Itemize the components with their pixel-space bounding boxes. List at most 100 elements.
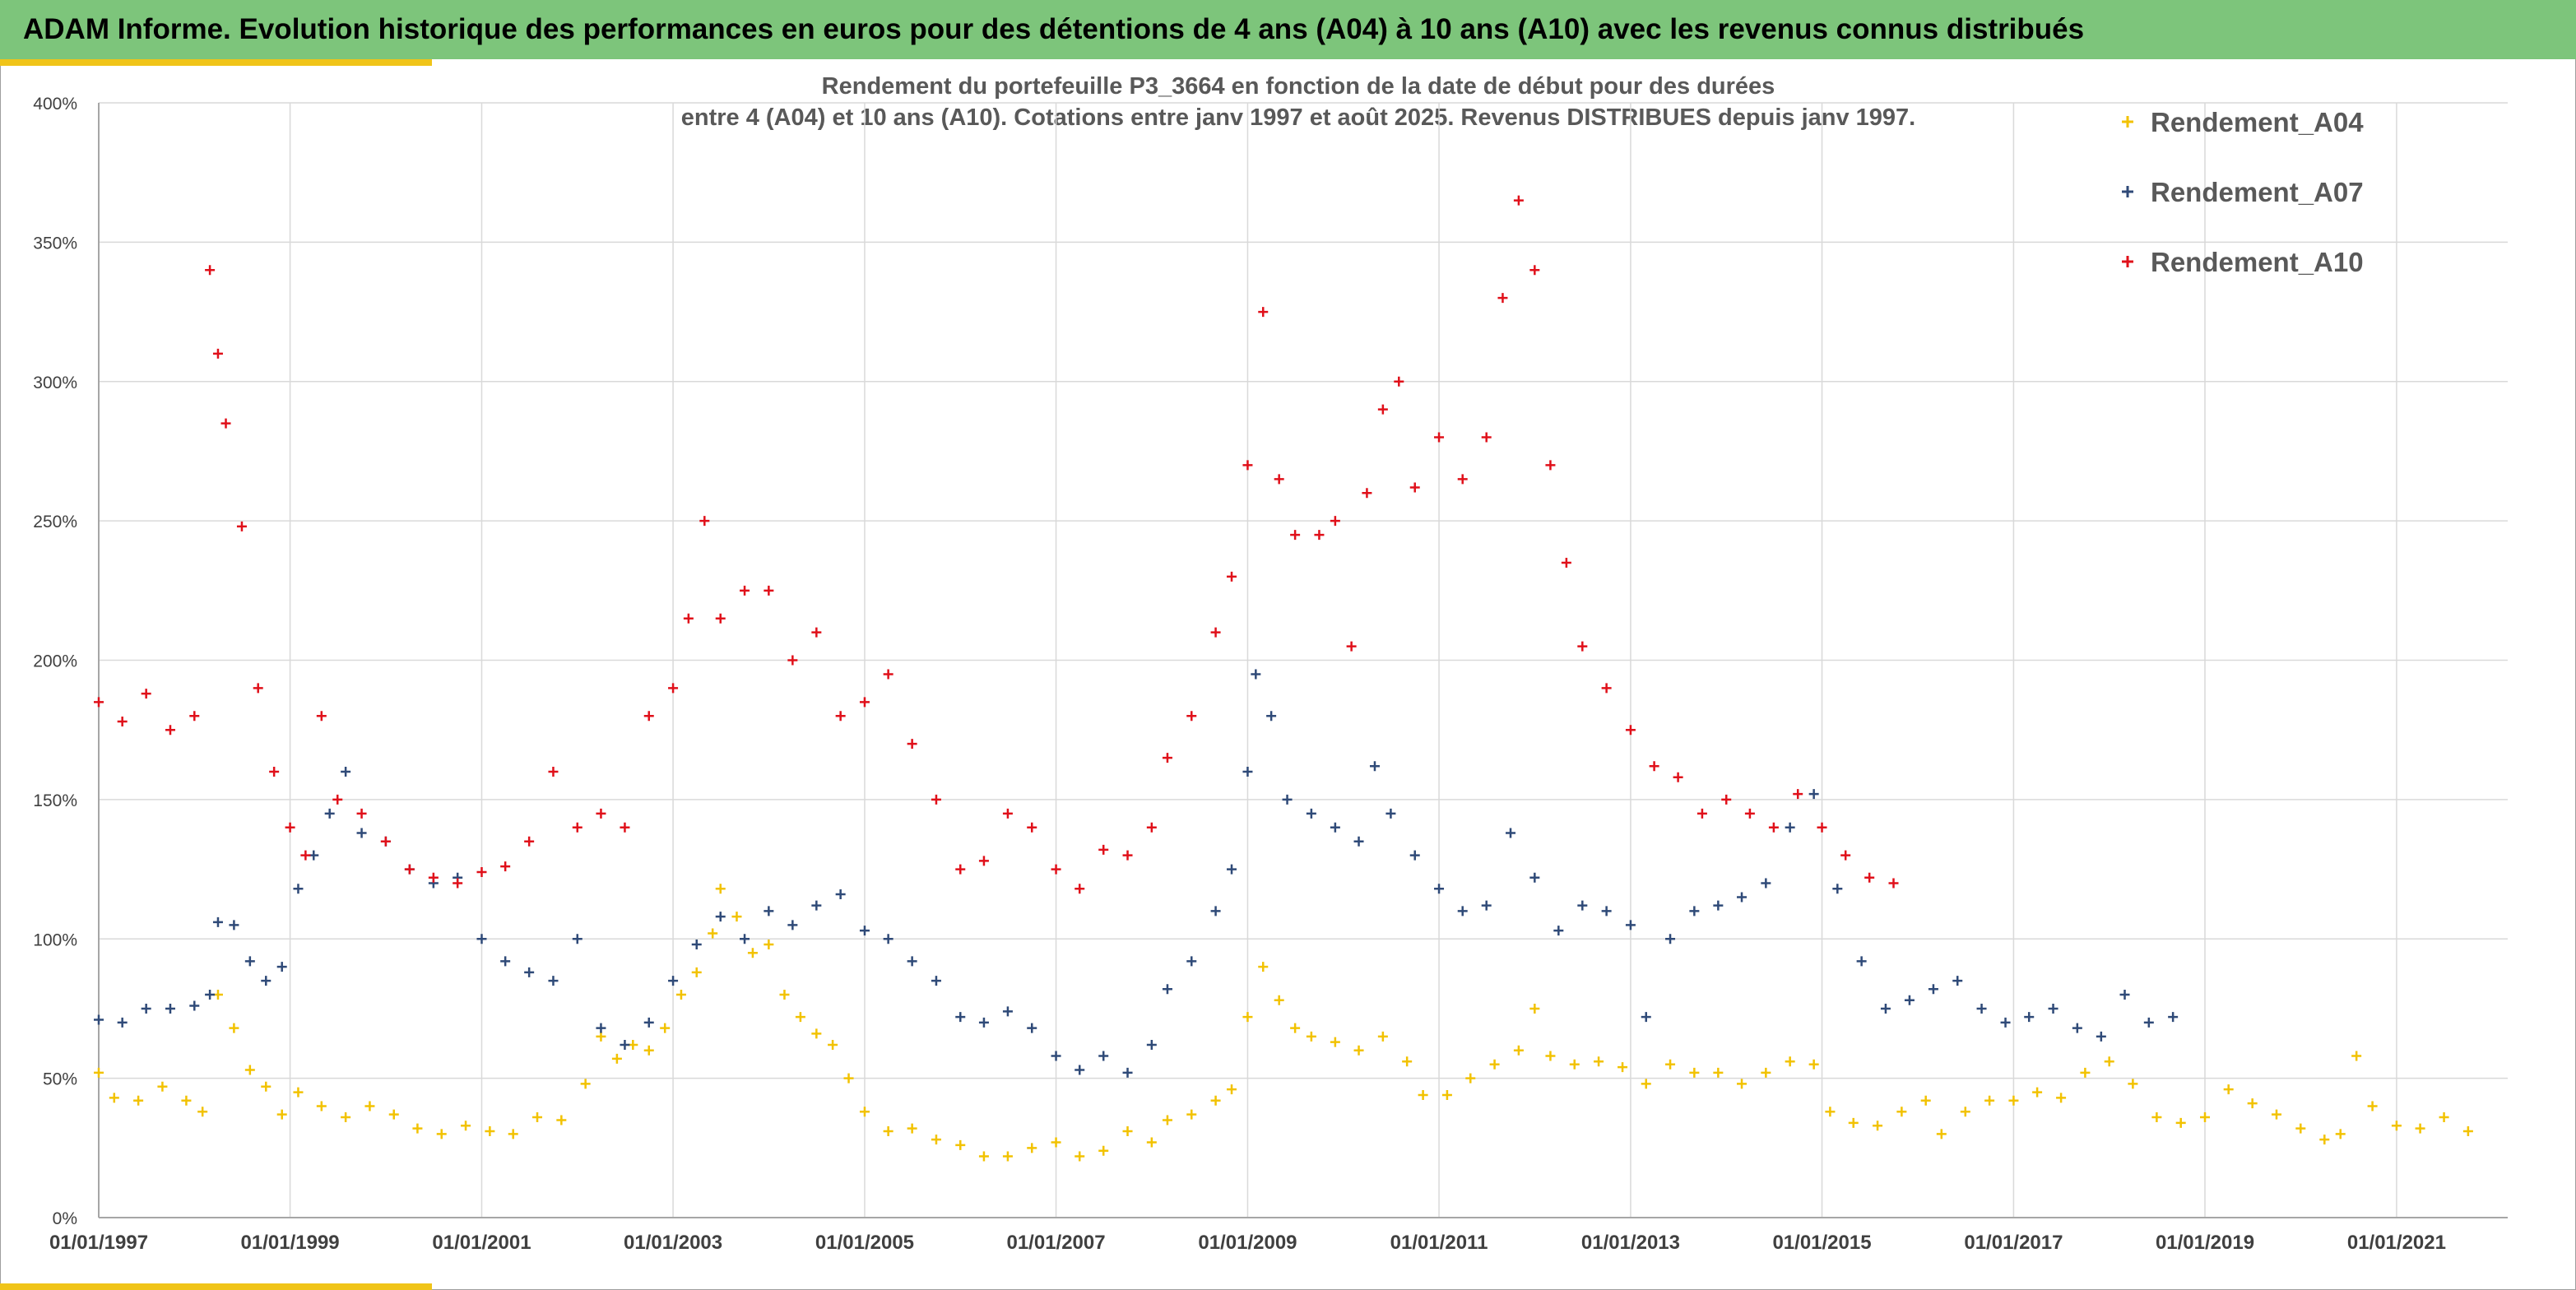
- legend-item: Rendement_A07: [2122, 177, 2364, 207]
- data-point: [197, 1107, 208, 1117]
- data-point: [1330, 822, 1340, 833]
- data-point: [2223, 1084, 2234, 1095]
- data-point: [1027, 1143, 1037, 1153]
- x-tick-label: 01/01/2011: [1390, 1232, 1488, 1254]
- data-point: [500, 956, 511, 967]
- chart-subtitle: entre 4 (A04) et 10 ans (A10). Cotations…: [681, 104, 1915, 131]
- x-tick-labels: 01/01/1997 01/01/1999 01/01/2001 01/01/2003…: [49, 1232, 2446, 1254]
- data-point: [133, 1095, 144, 1106]
- data-point: [1808, 1059, 1819, 1070]
- data-point: [1785, 822, 1795, 833]
- data-point: [476, 866, 487, 877]
- data-point: [1737, 892, 1748, 903]
- data-point: [1002, 1006, 1013, 1017]
- data-point: [1074, 1151, 1085, 1162]
- data-point: [1761, 1067, 1771, 1078]
- data-point: [2439, 1112, 2449, 1123]
- y-tick-label: 250%: [33, 513, 77, 531]
- data-point: [795, 1012, 805, 1023]
- data-point: [109, 1093, 119, 1103]
- data-point: [157, 1081, 168, 1092]
- data-point: [1793, 789, 1803, 800]
- data-point: [1377, 1031, 1388, 1042]
- data-point: [907, 956, 917, 967]
- data-point: [1210, 906, 1221, 916]
- data-point: [2247, 1098, 2258, 1109]
- data-point: [1880, 1003, 1891, 1014]
- data-point: [620, 822, 630, 833]
- data-point: [691, 967, 702, 977]
- data-point: [1737, 1079, 1748, 1089]
- series-layer: [94, 195, 2473, 1162]
- data-point: [1266, 711, 1277, 722]
- data-point: [548, 767, 559, 777]
- data-point: [341, 1112, 351, 1123]
- x-tick-label: 01/01/2017: [1964, 1232, 2063, 1254]
- data-point: [1346, 641, 1357, 652]
- data-point: [205, 265, 216, 276]
- data-point: [1625, 920, 1636, 930]
- accent-stripe-top: [0, 59, 432, 66]
- data-point: [1418, 1089, 1428, 1100]
- data-point: [165, 1003, 175, 1014]
- data-point: [596, 808, 606, 819]
- data-point: [1936, 1129, 1947, 1139]
- data-point: [1394, 376, 1404, 387]
- data-point: [1162, 1115, 1172, 1125]
- data-point: [955, 1139, 966, 1150]
- data-point: [2128, 1079, 2138, 1089]
- data-point: [244, 956, 255, 967]
- y-tick-label: 200%: [33, 652, 77, 671]
- data-point: [1002, 1151, 1013, 1162]
- data-point: [269, 767, 280, 777]
- data-point: [708, 928, 718, 939]
- data-point: [1314, 530, 1325, 541]
- data-point: [572, 822, 583, 833]
- data-point: [1330, 1037, 1340, 1047]
- data-point: [1513, 1045, 1524, 1056]
- data-point: [253, 683, 263, 694]
- data-point: [324, 808, 335, 819]
- data-point: [1825, 1107, 1836, 1117]
- data-point: [1545, 460, 1556, 471]
- data-point: [2415, 1123, 2425, 1134]
- data-point: [764, 585, 774, 596]
- data-point: [1832, 884, 1843, 894]
- legend-label: Rendement_A04: [2151, 107, 2364, 137]
- data-point: [1641, 1079, 1651, 1089]
- legend-marker: [2122, 116, 2133, 128]
- data-point: [859, 697, 870, 708]
- data-point: [1098, 844, 1109, 855]
- data-point: [276, 1109, 287, 1120]
- data-point: [1649, 761, 1659, 772]
- x-tick-label: 01/01/2021: [2347, 1232, 2446, 1254]
- data-point: [244, 1065, 255, 1075]
- x-tick-label: 01/01/2001: [432, 1232, 531, 1254]
- data-point: [220, 418, 231, 429]
- data-point: [740, 934, 750, 944]
- data-point: [955, 1012, 966, 1023]
- data-point: [2080, 1067, 2091, 1078]
- data-point: [500, 861, 511, 872]
- data-point: [1330, 516, 1340, 527]
- data-point: [1888, 878, 1899, 889]
- data-point: [1896, 1107, 1907, 1117]
- data-point: [1984, 1095, 1995, 1106]
- data-point: [931, 1135, 941, 1145]
- data-point: [835, 889, 846, 900]
- data-point: [1186, 1109, 1197, 1120]
- data-point: [1569, 1059, 1580, 1070]
- data-point: [2295, 1123, 2306, 1134]
- data-point: [1529, 1003, 1540, 1014]
- data-point: [668, 976, 679, 986]
- data-point: [1051, 864, 1061, 875]
- data-point: [2200, 1112, 2211, 1123]
- data-point: [1274, 474, 1284, 485]
- data-point: [1186, 956, 1197, 967]
- legend-marker: [2122, 186, 2133, 197]
- data-point: [1601, 683, 1612, 694]
- data-point: [1162, 753, 1172, 763]
- data-point: [229, 920, 239, 930]
- data-point: [1506, 828, 1516, 838]
